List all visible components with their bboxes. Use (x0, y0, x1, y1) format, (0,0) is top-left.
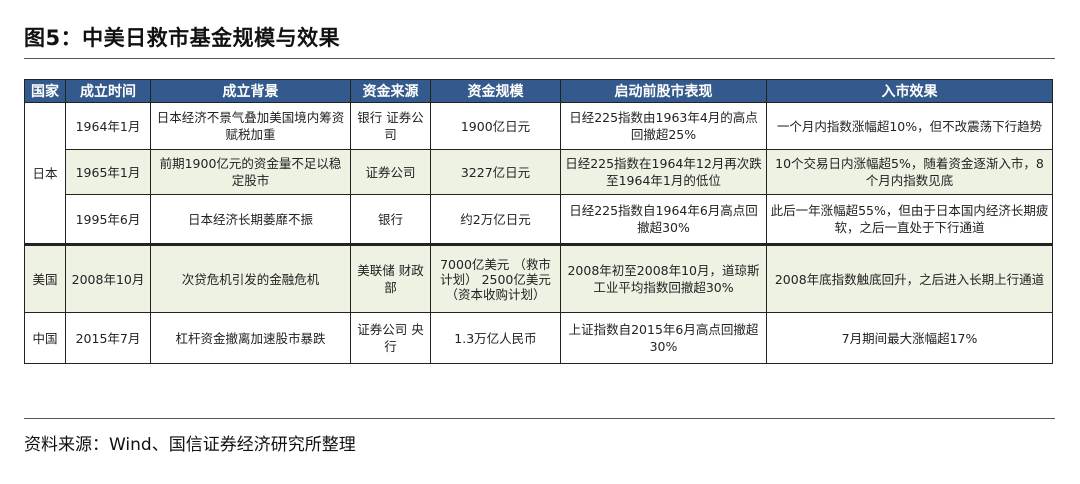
time-cell: 1965年1月 (65, 149, 151, 195)
country-cell: 日本 (24, 102, 66, 245)
scale-cell: 1900亿日元 (430, 102, 561, 150)
effect-cell: 10个交易日内涨幅超5%，随着资金逐渐入市，8个月内指数见底 (766, 149, 1053, 195)
before-cell: 日经225指数由1963年4月的高点回撤超25% (560, 102, 767, 150)
scale-cell: 7000亿美元 （救市计划） 2500亿美元 （资本收购计划） (430, 243, 561, 313)
before-cell: 2008年初至2008年10月，道琼斯工业平均指数回撤超30% (560, 243, 767, 313)
table-row: 中国 2015年7月 杠杆资金撤离加速股市暴跌 证券公司 央行 1.3万亿人民币… (24, 312, 1053, 364)
before-cell: 日经225指数在1964年12月再次跌至1964年1月的低位 (560, 149, 767, 195)
source-note: 资料来源：Wind、国信证券经济研究所整理 (24, 435, 356, 455)
background-cell: 日本经济长期萎靡不振 (150, 194, 351, 245)
effect-cell: 2008年底指数触底回升，之后进入长期上行通道 (766, 243, 1053, 313)
effect-cell: 一个月内指数涨幅超10%，但不改震荡下行趋势 (766, 102, 1053, 150)
figure-title: 图5：中美日救市基金规模与效果 (24, 26, 341, 50)
source-cell: 证券公司 (350, 149, 431, 195)
before-cell: 日经225指数自1964年6月高点回撤超30% (560, 194, 767, 245)
source-cell: 银行 (350, 194, 431, 245)
bottom-rule (24, 418, 1055, 419)
time-cell: 1995年6月 (65, 194, 151, 245)
scale-cell: 1.3万亿人民币 (430, 312, 561, 364)
source-cell: 证券公司 央行 (350, 312, 431, 364)
time-cell: 2015年7月 (65, 312, 151, 364)
background-cell: 杠杆资金撤离加速股市暴跌 (150, 312, 351, 364)
background-cell: 次贷危机引发的金融危机 (150, 243, 351, 313)
header-scale: 资金规模 (430, 79, 561, 103)
header-background: 成立背景 (150, 79, 351, 103)
header-source: 资金来源 (350, 79, 431, 103)
header-time: 成立时间 (65, 79, 151, 103)
header-row: 国家 成立时间 成立背景 资金来源 资金规模 启动前股市表现 入市效果 (24, 79, 1053, 103)
rescue-fund-table: 国家 成立时间 成立背景 资金来源 资金规模 启动前股市表现 入市效果 日本 1… (24, 79, 1053, 364)
source-cell: 美联储 财政部 (350, 243, 431, 313)
header-effect: 入市效果 (766, 79, 1053, 103)
country-cell: 美国 (24, 243, 66, 313)
effect-cell: 此后一年涨幅超55%，但由于日本国内经济长期疲软，之后一直处于下行通道 (766, 194, 1053, 245)
time-cell: 2008年10月 (65, 243, 151, 313)
time-cell: 1964年1月 (65, 102, 151, 150)
effect-cell: 7月期间最大涨幅超17% (766, 312, 1053, 364)
table-row: 日本 1964年1月 日本经济不景气叠加美国境内筹资赋税加重 银行 证券公司 1… (24, 102, 1053, 245)
table-row: 1965年1月 前期1900亿元的资金量不足以稳定股市 证券公司 3227亿日元… (25, 149, 1053, 195)
table-row: 1995年6月 日本经济长期萎靡不振 银行 约2万亿日元 日经225指数自196… (25, 194, 1053, 245)
scale-cell: 3227亿日元 (430, 149, 561, 195)
header-country: 国家 (24, 79, 66, 103)
source-cell: 银行 证券公司 (350, 102, 431, 150)
before-cell: 上证指数自2015年6月高点回撤超30% (560, 312, 767, 364)
background-cell: 前期1900亿元的资金量不足以稳定股市 (150, 149, 351, 195)
background-cell: 日本经济不景气叠加美国境内筹资赋税加重 (150, 102, 351, 150)
header-before: 启动前股市表现 (560, 79, 767, 103)
table-row: 美国 2008年10月 次贷危机引发的金融危机 美联储 财政部 7000亿美元 … (24, 243, 1053, 313)
top-rule (24, 58, 1055, 59)
country-cell: 中国 (24, 312, 66, 364)
scale-cell: 约2万亿日元 (430, 194, 561, 245)
